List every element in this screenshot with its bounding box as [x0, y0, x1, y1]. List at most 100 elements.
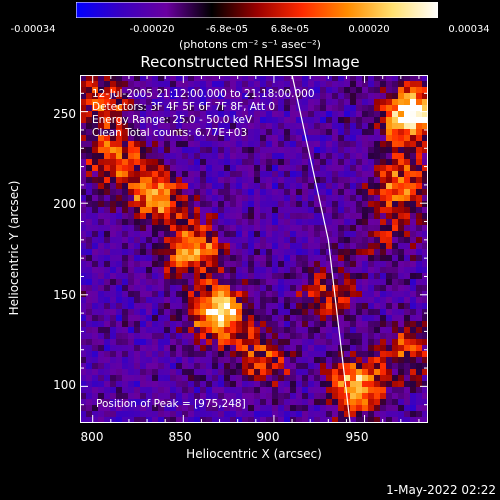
heatmap-cell [188, 417, 195, 423]
heatmap-cell [110, 297, 117, 304]
heatmap-cell [380, 393, 387, 400]
heatmap-cell [416, 201, 423, 208]
heatmap-cell [404, 93, 411, 100]
heatmap-cell [332, 369, 339, 376]
heatmap-cell [200, 333, 207, 340]
heatmap-cell [380, 141, 387, 148]
heatmap-cell [170, 207, 177, 214]
heatmap-cell [302, 81, 309, 88]
heatmap-cell [170, 189, 177, 196]
heatmap-cell [356, 249, 363, 256]
heatmap-cell [188, 405, 195, 412]
heatmap-cell [212, 195, 219, 202]
heatmap-cell [278, 153, 285, 160]
heatmap-cell [374, 261, 381, 268]
heatmap-cell [266, 195, 273, 202]
heatmap-cell [236, 177, 243, 184]
heatmap-cell [116, 177, 123, 184]
heatmap-cell [116, 243, 123, 250]
heatmap-cell [242, 153, 249, 160]
heatmap-cell [236, 363, 243, 370]
heatmap-cell [122, 381, 129, 388]
heatmap-cell [200, 273, 207, 280]
heatmap-cell [320, 411, 327, 418]
heatmap-cell [140, 345, 147, 352]
heatmap-cell [230, 177, 237, 184]
heatmap-cell [344, 153, 351, 160]
heatmap-cell [92, 99, 99, 106]
heatmap-cell [278, 321, 285, 328]
heatmap-cell [266, 303, 273, 310]
heatmap-cell [212, 189, 219, 196]
heatmap-cell [404, 153, 411, 160]
heatmap-cell [290, 363, 297, 370]
heatmap-cell [176, 309, 183, 316]
heatmap-cell [80, 195, 87, 202]
heatmap-cell [404, 87, 411, 94]
heatmap-cell [344, 213, 351, 220]
heatmap-cell [98, 219, 105, 226]
heatmap-cell [188, 129, 195, 136]
heatmap-cell [158, 297, 165, 304]
heatmap-cell [176, 303, 183, 310]
heatmap-cell [92, 75, 99, 82]
heatmap-cell [320, 183, 327, 190]
heatmap-cell [176, 177, 183, 184]
heatmap-cell [320, 243, 327, 250]
heatmap-cell [140, 171, 147, 178]
heatmap-cell [416, 159, 423, 166]
heatmap-cell [416, 243, 423, 250]
heatmap-cell [80, 357, 87, 364]
heatmap-cell [176, 333, 183, 340]
heatmap-cell [170, 291, 177, 298]
heatmap-cell [272, 237, 279, 244]
heatmap-cell [116, 93, 123, 100]
heatmap-cell [302, 75, 309, 82]
heatmap-cell [128, 273, 135, 280]
heatmap-cell [284, 99, 291, 106]
heatmap-cell [200, 297, 207, 304]
heatmap-cell [122, 261, 129, 268]
heatmap-cell [164, 183, 171, 190]
heatmap-cell [158, 345, 165, 352]
heatmap-cell [368, 399, 375, 406]
heatmap-cell [80, 213, 87, 220]
heatmap-cell [374, 129, 381, 136]
heatmap-cell [410, 225, 417, 232]
heatmap-cell [266, 207, 273, 214]
heatmap-cell [134, 315, 141, 322]
heatmap-cell [290, 375, 297, 382]
heatmap-cell [134, 189, 141, 196]
heatmap-cell [302, 237, 309, 244]
heatmap-cell [152, 243, 159, 250]
heatmap-cell [380, 417, 387, 423]
heatmap-cell [254, 153, 261, 160]
heatmap-cell [338, 225, 345, 232]
heatmap-cell [224, 417, 231, 423]
heatmap-cell [110, 99, 117, 106]
heatmap-cell [164, 291, 171, 298]
heatmap-cell [350, 327, 357, 334]
heatmap-cell [272, 201, 279, 208]
heatmap-cell [200, 105, 207, 112]
heatmap-cell [308, 171, 315, 178]
heatmap-cell [206, 231, 213, 238]
heatmap-cell [422, 117, 428, 124]
heatmap-cell [254, 417, 261, 423]
heatmap-cell [332, 309, 339, 316]
heatmap-cell [290, 369, 297, 376]
heatmap-cell [236, 219, 243, 226]
heatmap-cell [146, 219, 153, 226]
heatmap-cell [128, 219, 135, 226]
heatmap-cell [410, 195, 417, 202]
heatmap-cell [110, 243, 117, 250]
heatmap-cell [260, 159, 267, 166]
heatmap-cell [230, 333, 237, 340]
heatmap-cell [146, 273, 153, 280]
heatmap-cell [302, 393, 309, 400]
heatmap-cell [380, 135, 387, 142]
heatmap-cell [92, 369, 99, 376]
heatmap-cell [248, 171, 255, 178]
heatmap-cell [344, 417, 351, 423]
heatmap-cell [170, 183, 177, 190]
